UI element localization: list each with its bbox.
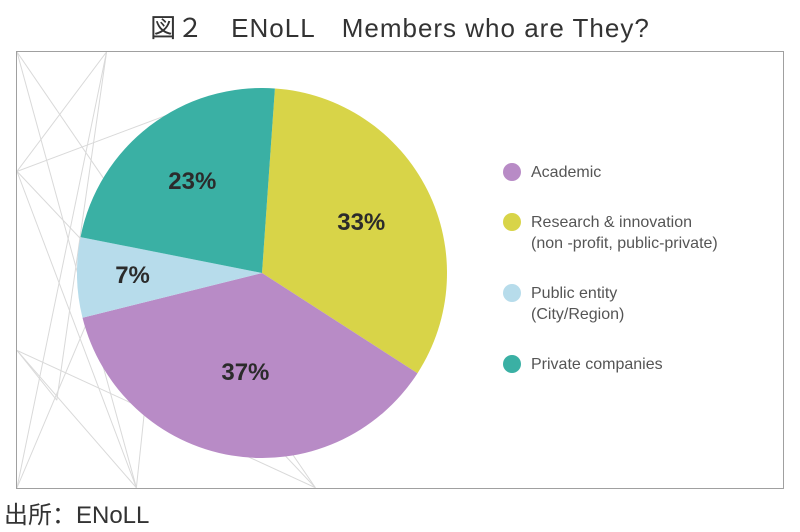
legend-item-research_innovation: Research & innovation(non -profit, publi… bbox=[503, 212, 753, 255]
slice-label-research_innovation: 33% bbox=[337, 209, 385, 237]
chart-frame: 33% 37% 7% 23% Academic Research & innovatio… bbox=[16, 51, 784, 489]
pie-chart: 33% 37% 7% 23% bbox=[77, 88, 447, 458]
legend-label-public_entity: Public entity(City/Region) bbox=[531, 283, 624, 326]
legend-swatch-academic bbox=[503, 163, 521, 181]
legend-label-academic: Academic bbox=[531, 162, 601, 184]
slice-label-academic: 37% bbox=[221, 359, 269, 387]
legend-swatch-public_entity bbox=[503, 284, 521, 302]
source-attribution: 出所：ENoLL bbox=[0, 489, 800, 530]
chart-title: 図２ ENoLL Members who are They? bbox=[0, 0, 800, 51]
slice-label-private_companies: 23% bbox=[168, 168, 216, 196]
legend-label-research_innovation: Research & innovation(non -profit, publi… bbox=[531, 212, 718, 255]
legend-swatch-research_innovation bbox=[503, 213, 521, 231]
legend: Academic Research & innovation(non -profi… bbox=[503, 162, 753, 404]
legend-swatch-private_companies bbox=[503, 355, 521, 373]
legend-label-private_companies: Private companies bbox=[531, 354, 663, 376]
legend-item-academic: Academic bbox=[503, 162, 753, 184]
legend-item-private_companies: Private companies bbox=[503, 354, 753, 376]
legend-item-public_entity: Public entity(City/Region) bbox=[503, 283, 753, 326]
slice-label-public_entity: 7% bbox=[115, 262, 150, 290]
